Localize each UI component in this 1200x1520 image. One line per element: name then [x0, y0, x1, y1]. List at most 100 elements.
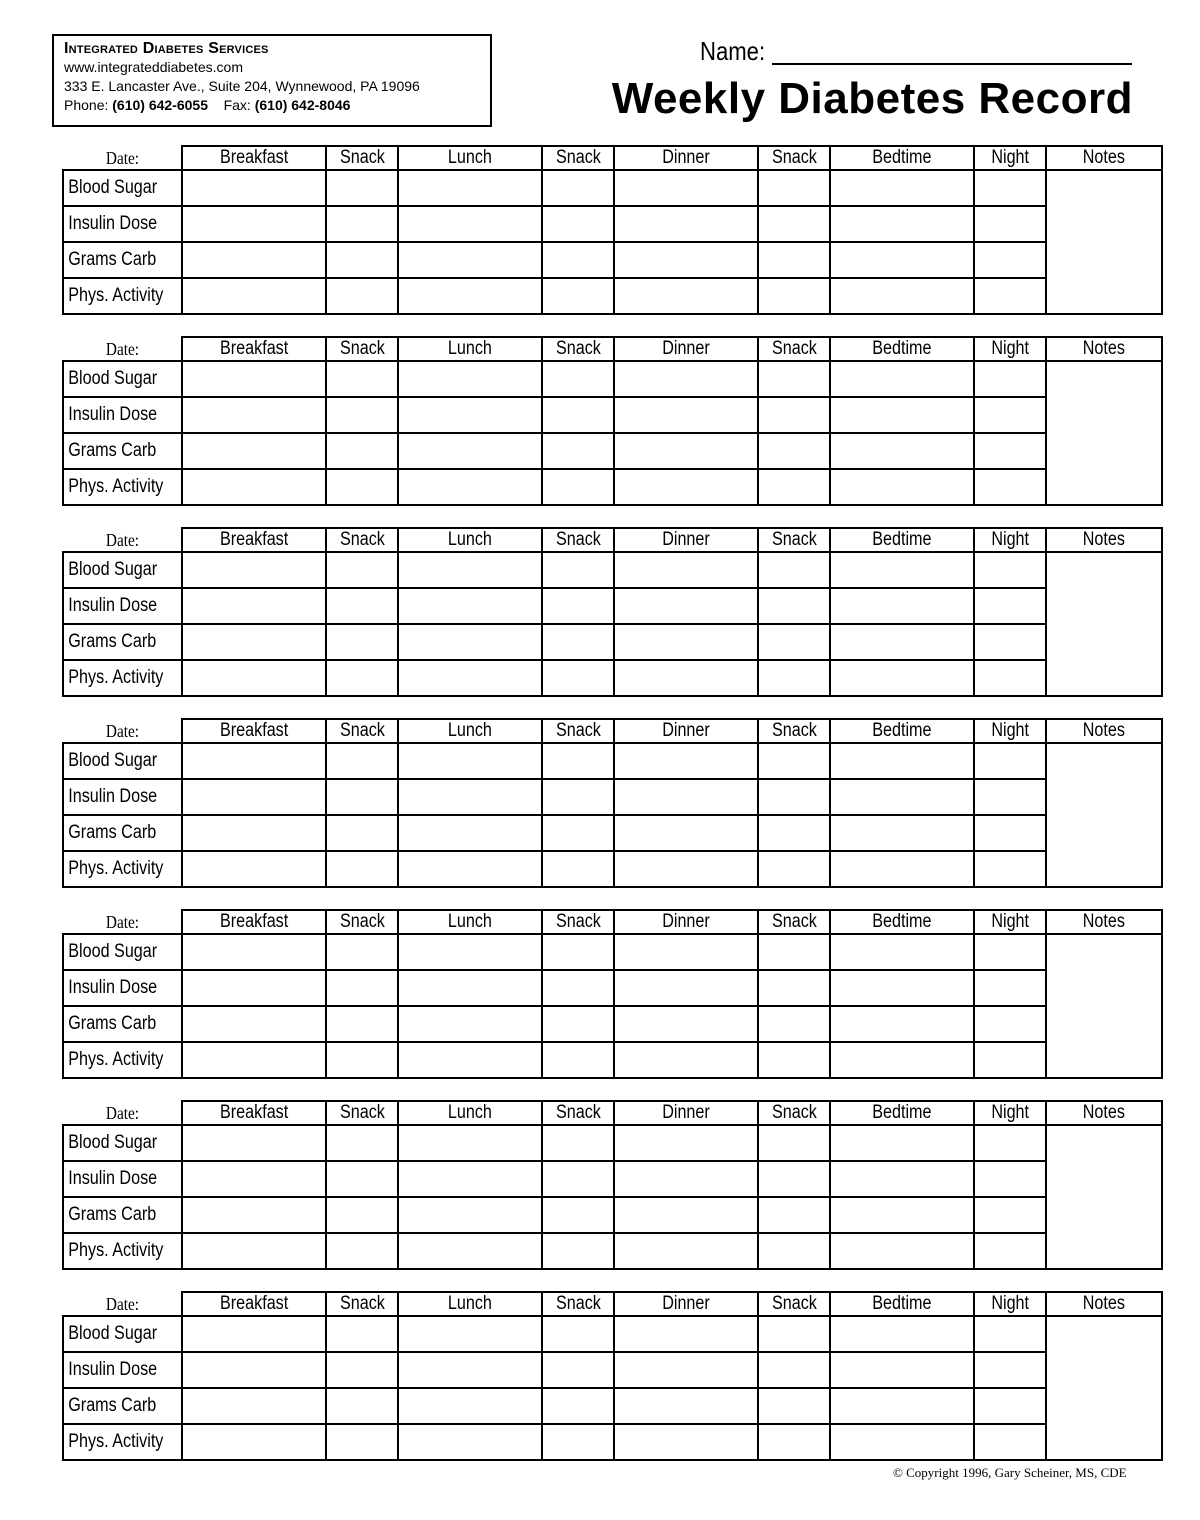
entry-cell[interactable]: [612, 1041, 759, 1079]
date-field[interactable]: Date:: [63, 1101, 183, 1126]
notes-cell[interactable]: [1044, 1315, 1163, 1461]
entry-cell[interactable]: [972, 587, 1047, 625]
entry-cell[interactable]: [612, 277, 759, 315]
entry-cell[interactable]: [180, 1423, 327, 1461]
entry-cell[interactable]: [180, 587, 327, 625]
entry-cell[interactable]: [972, 205, 1047, 243]
notes-cell[interactable]: [1044, 169, 1163, 315]
entry-cell[interactable]: [396, 778, 543, 816]
entry-cell[interactable]: [972, 1196, 1047, 1234]
entry-cell[interactable]: [612, 1315, 759, 1353]
entry-cell[interactable]: [324, 169, 399, 207]
date-field[interactable]: Date:: [63, 146, 183, 171]
entry-cell[interactable]: [972, 814, 1047, 852]
entry-cell[interactable]: [540, 659, 615, 697]
entry-cell[interactable]: [540, 360, 615, 398]
entry-cell[interactable]: [612, 933, 759, 971]
entry-cell[interactable]: [396, 277, 543, 315]
entry-cell[interactable]: [828, 1423, 975, 1461]
entry-cell[interactable]: [612, 587, 759, 625]
entry-cell[interactable]: [828, 659, 975, 697]
name-field[interactable]: [772, 63, 1132, 65]
entry-cell[interactable]: [612, 969, 759, 1007]
entry-cell[interactable]: [396, 742, 543, 780]
entry-cell[interactable]: [180, 205, 327, 243]
entry-cell[interactable]: [756, 933, 831, 971]
entry-cell[interactable]: [540, 814, 615, 852]
entry-cell[interactable]: [540, 1351, 615, 1389]
entry-cell[interactable]: [324, 814, 399, 852]
entry-cell[interactable]: [540, 850, 615, 888]
entry-cell[interactable]: [828, 360, 975, 398]
entry-cell[interactable]: [972, 432, 1047, 470]
entry-cell[interactable]: [180, 659, 327, 697]
entry-cell[interactable]: [540, 241, 615, 279]
entry-cell[interactable]: [540, 1387, 615, 1425]
entry-cell[interactable]: [828, 1160, 975, 1198]
entry-cell[interactable]: [756, 360, 831, 398]
entry-cell[interactable]: [180, 1041, 327, 1079]
entry-cell[interactable]: [396, 468, 543, 506]
entry-cell[interactable]: [756, 241, 831, 279]
entry-cell[interactable]: [612, 169, 759, 207]
entry-cell[interactable]: [828, 277, 975, 315]
entry-cell[interactable]: [828, 778, 975, 816]
entry-cell[interactable]: [396, 1005, 543, 1043]
entry-cell[interactable]: [612, 1005, 759, 1043]
entry-cell[interactable]: [180, 1387, 327, 1425]
date-field[interactable]: Date:: [63, 910, 183, 935]
entry-cell[interactable]: [324, 1005, 399, 1043]
entry-cell[interactable]: [828, 169, 975, 207]
entry-cell[interactable]: [756, 1160, 831, 1198]
entry-cell[interactable]: [972, 396, 1047, 434]
entry-cell[interactable]: [324, 360, 399, 398]
entry-cell[interactable]: [828, 587, 975, 625]
entry-cell[interactable]: [180, 432, 327, 470]
entry-cell[interactable]: [828, 1387, 975, 1425]
entry-cell[interactable]: [540, 587, 615, 625]
entry-cell[interactable]: [756, 1041, 831, 1079]
entry-cell[interactable]: [972, 277, 1047, 315]
entry-cell[interactable]: [756, 659, 831, 697]
entry-cell[interactable]: [828, 1232, 975, 1270]
entry-cell[interactable]: [972, 1005, 1047, 1043]
entry-cell[interactable]: [972, 1160, 1047, 1198]
entry-cell[interactable]: [972, 468, 1047, 506]
entry-cell[interactable]: [396, 1124, 543, 1162]
entry-cell[interactable]: [612, 742, 759, 780]
entry-cell[interactable]: [180, 850, 327, 888]
entry-cell[interactable]: [396, 933, 543, 971]
entry-cell[interactable]: [324, 1124, 399, 1162]
entry-cell[interactable]: [540, 623, 615, 661]
entry-cell[interactable]: [972, 933, 1047, 971]
entry-cell[interactable]: [828, 241, 975, 279]
entry-cell[interactable]: [540, 277, 615, 315]
entry-cell[interactable]: [972, 742, 1047, 780]
entry-cell[interactable]: [324, 241, 399, 279]
entry-cell[interactable]: [540, 396, 615, 434]
entry-cell[interactable]: [396, 969, 543, 1007]
entry-cell[interactable]: [540, 551, 615, 589]
notes-cell[interactable]: [1044, 933, 1163, 1079]
entry-cell[interactable]: [972, 1124, 1047, 1162]
entry-cell[interactable]: [540, 1124, 615, 1162]
entry-cell[interactable]: [324, 432, 399, 470]
entry-cell[interactable]: [396, 1041, 543, 1079]
entry-cell[interactable]: [828, 1351, 975, 1389]
entry-cell[interactable]: [540, 1160, 615, 1198]
entry-cell[interactable]: [828, 551, 975, 589]
entry-cell[interactable]: [180, 1232, 327, 1270]
entry-cell[interactable]: [180, 778, 327, 816]
entry-cell[interactable]: [540, 205, 615, 243]
entry-cell[interactable]: [180, 1351, 327, 1389]
entry-cell[interactable]: [180, 1124, 327, 1162]
entry-cell[interactable]: [396, 1315, 543, 1353]
entry-cell[interactable]: [396, 432, 543, 470]
notes-cell[interactable]: [1044, 1124, 1163, 1270]
entry-cell[interactable]: [828, 1041, 975, 1079]
entry-cell[interactable]: [540, 1005, 615, 1043]
entry-cell[interactable]: [324, 1196, 399, 1234]
entry-cell[interactable]: [180, 1315, 327, 1353]
entry-cell[interactable]: [540, 1315, 615, 1353]
entry-cell[interactable]: [612, 432, 759, 470]
